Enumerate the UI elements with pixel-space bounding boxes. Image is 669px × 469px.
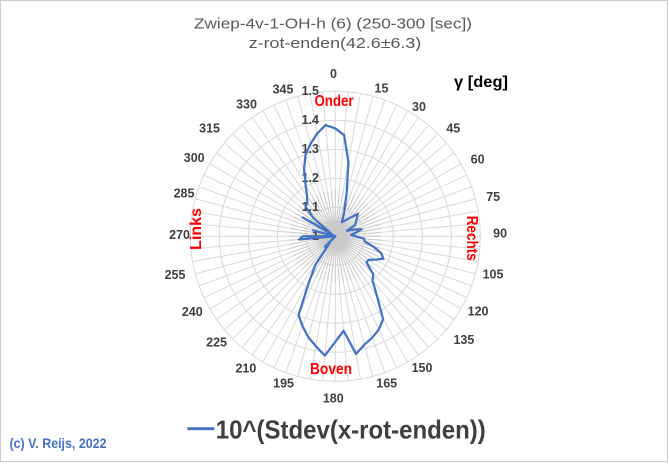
svg-text:150: 150 [412, 361, 433, 375]
svg-text:210: 210 [235, 361, 256, 375]
svg-text:240: 240 [182, 305, 203, 319]
svg-text:15: 15 [375, 82, 389, 96]
svg-text:Zwiep-4v-1-OH-h (6) (250-300 [: Zwiep-4v-1-OH-h (6) (250-300 [sec]) [194, 16, 472, 32]
svg-text:45: 45 [446, 122, 460, 136]
svg-text:330: 330 [236, 97, 257, 111]
svg-text:Onder: Onder [315, 93, 354, 110]
svg-text:10^(Stdev(x-rot-enden)): 10^(Stdev(x-rot-enden)) [216, 415, 486, 445]
svg-text:120: 120 [468, 305, 489, 319]
svg-text:300: 300 [184, 151, 205, 165]
svg-text:γ [deg]: γ [deg] [454, 74, 508, 91]
svg-text:285: 285 [174, 186, 195, 200]
svg-text:Links: Links [188, 208, 205, 250]
svg-text:270: 270 [169, 228, 190, 242]
svg-text:(c) V. Reijs, 2022: (c) V. Reijs, 2022 [10, 435, 107, 451]
svg-text:345: 345 [273, 83, 294, 97]
svg-text:Rechts: Rechts [463, 216, 480, 261]
svg-text:30: 30 [412, 100, 426, 114]
svg-text:0: 0 [330, 67, 337, 81]
svg-text:60: 60 [471, 152, 485, 166]
svg-text:315: 315 [199, 121, 220, 135]
svg-text:180: 180 [323, 391, 344, 405]
svg-text:75: 75 [486, 190, 500, 204]
svg-text:165: 165 [376, 377, 397, 391]
svg-text:195: 195 [273, 377, 294, 391]
svg-text:225: 225 [206, 336, 227, 350]
svg-text:105: 105 [483, 267, 504, 281]
svg-text:Boven: Boven [310, 361, 352, 378]
svg-text:1.4: 1.4 [302, 113, 319, 127]
svg-text:90: 90 [493, 227, 507, 241]
svg-text:z-rot-enden(42.6±6.3): z-rot-enden(42.6±6.3) [249, 36, 422, 52]
svg-text:1.5: 1.5 [302, 84, 319, 98]
svg-text:135: 135 [453, 333, 474, 347]
svg-text:255: 255 [165, 268, 186, 282]
